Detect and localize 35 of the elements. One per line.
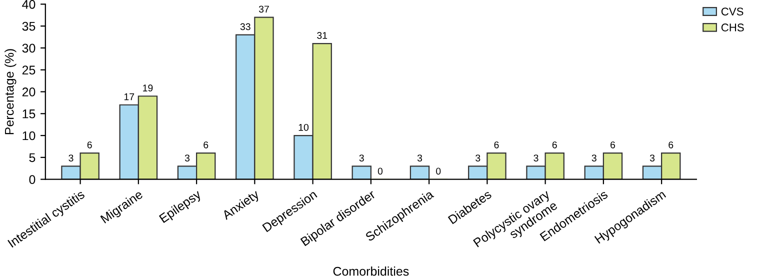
y-axis-title: Percentage (%): [4, 49, 16, 134]
x-axis-title: Comorbidities: [333, 266, 409, 276]
y-tick-label: 5: [29, 153, 36, 162]
data-label: 31: [317, 32, 328, 39]
y-tick-label: 35: [22, 22, 36, 31]
data-label: 6: [87, 141, 92, 148]
y-tick-label: 30: [22, 44, 36, 53]
data-label: 6: [668, 141, 674, 148]
y-tick-label: 0: [29, 175, 36, 184]
data-label: 3: [68, 154, 74, 162]
data-label: 3: [650, 154, 655, 162]
data-label: 3: [359, 154, 364, 162]
data-label: 19: [143, 84, 153, 92]
data-label: 6: [610, 141, 616, 148]
data-label: 3: [476, 154, 480, 162]
legend-label: CVS: [721, 8, 744, 16]
y-tick-label: 40: [22, 0, 36, 9]
data-label: 0: [436, 168, 441, 175]
data-label: 3: [592, 154, 596, 162]
y-tick-label: 10: [22, 131, 36, 140]
data-label: 6: [494, 141, 499, 148]
legend-label: CHS: [721, 24, 744, 32]
data-label: 6: [552, 141, 557, 148]
data-label: 0: [378, 168, 383, 175]
data-label: 10: [298, 124, 309, 131]
data-label: 3: [184, 154, 190, 162]
y-tick-label: 15: [22, 110, 36, 118]
data-label: 37: [258, 6, 269, 13]
data-label: 3: [417, 154, 422, 162]
y-tick-label: 25: [22, 66, 36, 74]
data-label: 6: [204, 141, 208, 148]
data-label: 17: [124, 93, 134, 100]
data-label: 3: [534, 154, 538, 162]
data-label: 33: [240, 23, 250, 30]
y-tick-label: 20: [22, 88, 36, 96]
